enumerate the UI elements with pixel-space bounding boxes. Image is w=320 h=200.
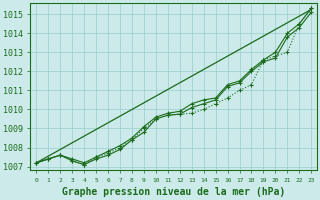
X-axis label: Graphe pression niveau de la mer (hPa): Graphe pression niveau de la mer (hPa) <box>62 187 285 197</box>
